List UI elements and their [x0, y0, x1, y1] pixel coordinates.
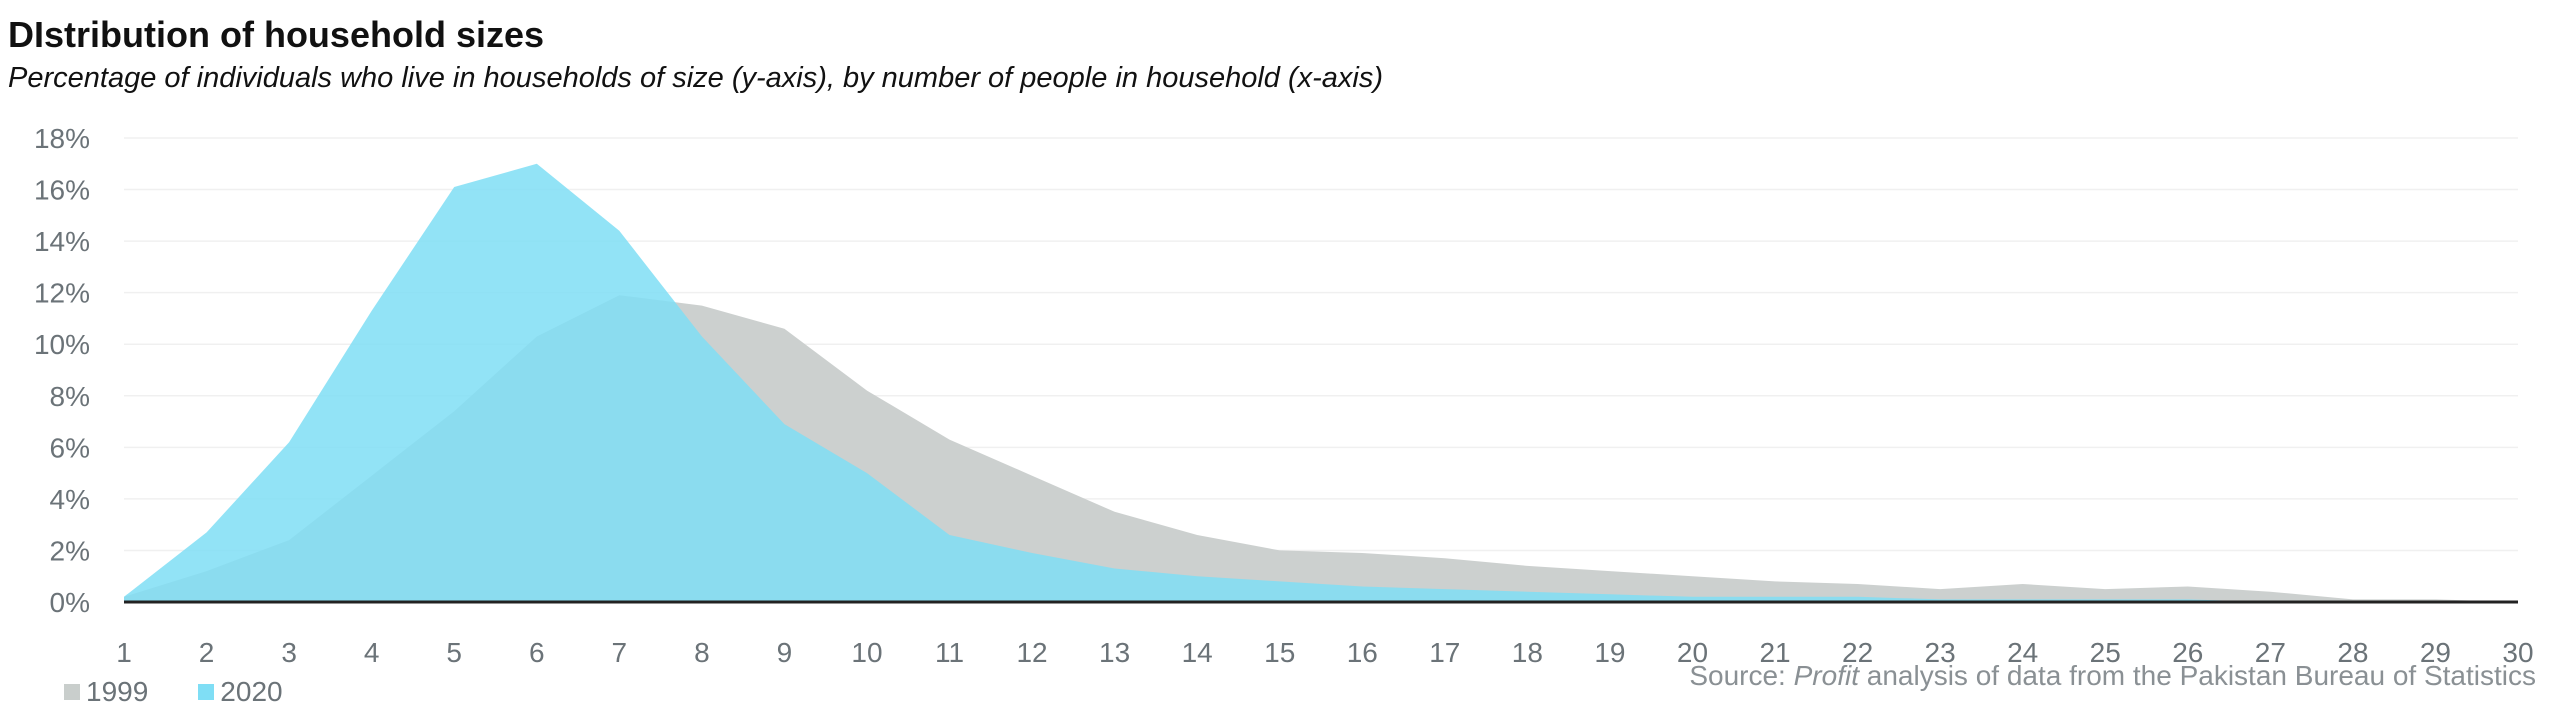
data-point-1999: [2103, 587, 2107, 591]
y-tick-label: 18%: [34, 123, 90, 154]
data-point-2020: [1525, 590, 1529, 594]
data-point-2020: [370, 309, 374, 313]
data-point-1999: [1360, 551, 1364, 555]
x-tick-label: 7: [612, 637, 628, 668]
x-tick-label: 14: [1182, 637, 1213, 668]
x-tick-label: 18: [1512, 637, 1543, 668]
y-tick-label: 4%: [50, 484, 90, 515]
x-tick-label: 26: [2172, 637, 2203, 668]
x-tick-label: 25: [2090, 637, 2121, 668]
data-point-2020: [205, 530, 209, 534]
x-tick-label: 16: [1347, 637, 1378, 668]
x-tick-label: 5: [446, 637, 462, 668]
legend: 1999 2020: [64, 676, 333, 708]
source-publication: Profit: [1793, 660, 1859, 691]
chart-subtitle: Percentage of individuals who live in ho…: [8, 62, 1384, 94]
x-tick-label: 23: [1925, 637, 1956, 668]
data-point-1999: [2186, 585, 2190, 589]
legend-item-2020: 2020: [198, 676, 283, 708]
data-point-1999: [1691, 574, 1695, 578]
data-point-1999: [1443, 556, 1447, 560]
data-point-2020: [1856, 595, 1860, 599]
data-point-1999: [865, 389, 869, 393]
y-tick-label: 8%: [50, 381, 90, 412]
x-tick-label: 21: [1759, 637, 1790, 668]
data-point-2020: [617, 229, 621, 233]
x-tick-label: 17: [1429, 637, 1460, 668]
data-point-1999: [1030, 474, 1034, 478]
data-point-1999: [1525, 564, 1529, 568]
data-point-2020: [1691, 595, 1695, 599]
data-point-2020: [782, 422, 786, 426]
y-tick-label: 14%: [34, 226, 90, 257]
data-point-1999: [1195, 533, 1199, 537]
data-point-2020: [1278, 579, 1282, 583]
legend-swatch-2020: [198, 684, 215, 700]
x-tick-label: 28: [2337, 637, 2368, 668]
data-point-1999: [1938, 587, 1942, 591]
x-tick-label: 11: [935, 637, 964, 668]
data-point-1999: [1278, 548, 1282, 552]
data-point-1999: [1773, 579, 1777, 583]
area-series-2020: [124, 163, 2518, 603]
data-point-1999: [948, 438, 952, 442]
data-point-2020: [122, 595, 126, 599]
legend-label-1999: 1999: [86, 676, 149, 707]
x-tick-label: 6: [529, 637, 545, 668]
x-tick-label: 10: [851, 637, 882, 668]
data-point-1999: [1856, 582, 1860, 586]
data-point-2020: [1773, 595, 1777, 599]
data-point-2020: [1113, 567, 1117, 571]
data-point-2020: [865, 471, 869, 475]
data-point-2020: [1608, 592, 1612, 596]
data-point-2020: [1030, 551, 1034, 555]
x-tick-label: 9: [777, 637, 793, 668]
data-point-2020: [1443, 587, 1447, 591]
x-tick-label: 29: [2420, 637, 2451, 668]
x-tick-label: 13: [1099, 637, 1130, 668]
x-tick-label: 4: [364, 637, 380, 668]
data-point-1999: [2021, 582, 2025, 586]
legend-item-1999: 1999: [64, 676, 148, 708]
x-tick-label: 8: [694, 637, 710, 668]
x-tick-label: 12: [1016, 637, 1047, 668]
x-tick-label: 20: [1677, 637, 1708, 668]
data-point-2020: [452, 185, 456, 189]
x-tick-label: 19: [1594, 637, 1625, 668]
data-point-2020: [287, 440, 291, 444]
x-tick-label: 15: [1264, 637, 1295, 668]
x-tick-label: 3: [281, 637, 297, 668]
source-suffix: analysis of data from the Pakistan Burea…: [1858, 660, 2536, 691]
x-tick-label: 27: [2255, 637, 2286, 668]
data-point-1999: [700, 304, 704, 308]
x-tick-label: 2: [199, 637, 215, 668]
source-prefix: Source:: [1689, 660, 1794, 691]
data-point-1999: [1608, 569, 1612, 573]
y-tick-label: 12%: [34, 278, 90, 309]
legend-swatch-1999: [64, 684, 80, 700]
x-tick-label: 1: [116, 637, 132, 668]
y-tick-label: 2%: [50, 535, 90, 566]
data-point-2020: [1360, 585, 1364, 589]
y-tick-label: 10%: [34, 329, 90, 360]
source-note: Source: Profit analysis of data from the…: [1689, 660, 2536, 692]
y-tick-label: 16%: [34, 175, 90, 206]
x-tick-label: 22: [1842, 637, 1873, 668]
chart-title: DIstribution of household sizes: [8, 14, 545, 55]
y-tick-label: 6%: [50, 432, 90, 463]
data-point-1999: [2268, 590, 2272, 594]
y-tick-label: 0%: [50, 587, 90, 618]
data-point-2020: [948, 533, 952, 537]
data-point-2020: [1195, 574, 1199, 578]
x-tick-label: 30: [2502, 637, 2533, 668]
data-point-1999: [1113, 510, 1117, 514]
data-point-2020: [535, 162, 539, 166]
data-point-2020: [700, 335, 704, 339]
x-tick-label: 24: [2007, 637, 2038, 668]
legend-label-2020: 2020: [220, 676, 283, 707]
data-point-1999: [782, 327, 786, 331]
